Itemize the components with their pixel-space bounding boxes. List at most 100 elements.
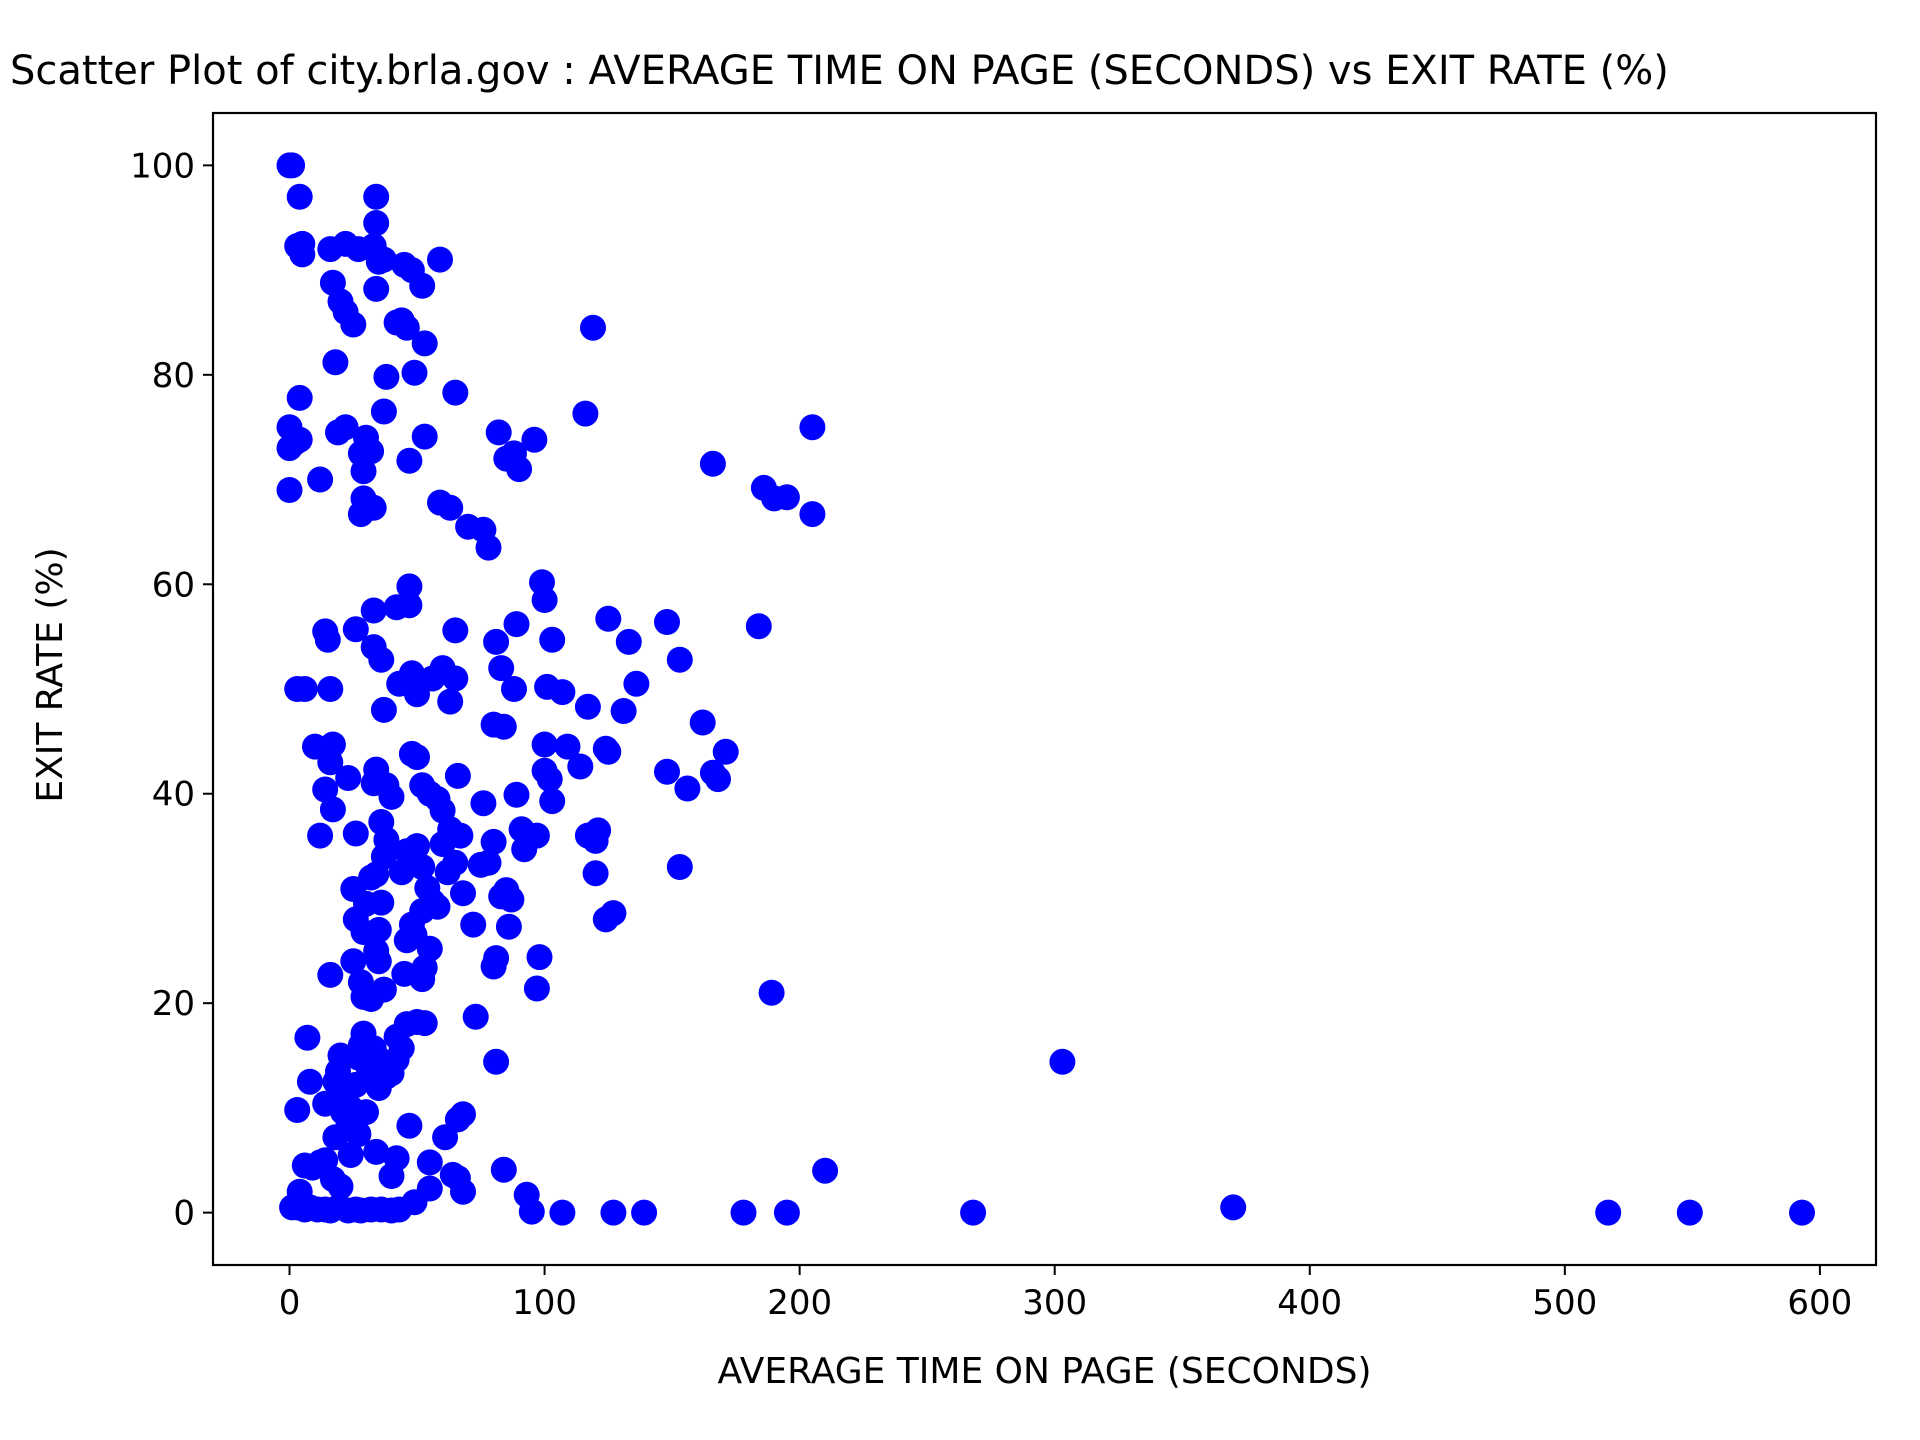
scatter-point — [521, 426, 548, 453]
scatter-point — [437, 494, 464, 521]
scatter-point — [450, 1178, 476, 1205]
scatter-point — [416, 1149, 443, 1176]
scatter-point — [340, 948, 367, 975]
scatter-point — [600, 1199, 627, 1226]
scatter-point — [363, 275, 390, 302]
scatter-point — [427, 246, 453, 273]
scatter-point — [531, 587, 558, 613]
scatter-point — [654, 758, 680, 785]
scatter-point — [1049, 1048, 1076, 1075]
scatter-point — [595, 738, 622, 765]
scatter-point — [483, 945, 510, 972]
scatter-point — [666, 646, 693, 673]
scatter-point — [572, 400, 599, 427]
scatter-point — [580, 314, 606, 341]
scatter-point — [370, 696, 397, 723]
y-tick-label: 20 — [152, 984, 195, 1024]
scatter-point — [495, 913, 522, 940]
scatter-point — [574, 693, 601, 720]
scatter-point — [585, 817, 612, 844]
scatter-point — [411, 1010, 438, 1037]
scatter-point — [404, 833, 430, 860]
scatter-point — [286, 183, 313, 210]
scatter-point — [378, 1163, 405, 1189]
scatter-point — [483, 1048, 510, 1075]
scatter-point — [391, 960, 418, 987]
scatter-point — [549, 679, 576, 706]
scatter-point — [307, 466, 334, 493]
scatter-point — [332, 414, 359, 441]
scatter-point — [393, 314, 420, 341]
scatter-point — [699, 450, 726, 477]
scatter-point — [526, 944, 553, 971]
x-tick-label: 0 — [279, 1283, 301, 1323]
x-tick-label: 300 — [1022, 1283, 1087, 1323]
scatter-point — [289, 241, 316, 268]
scatter-point — [363, 183, 390, 210]
scatter-point — [549, 1199, 576, 1226]
scatter-point — [363, 1138, 390, 1165]
scatter-point — [490, 1156, 517, 1183]
scatter-point — [490, 713, 517, 740]
scatter-point — [705, 766, 731, 793]
scatter-point — [396, 592, 423, 619]
scatter-point — [368, 646, 395, 673]
scatter-point — [279, 152, 306, 179]
scatter-point — [595, 605, 622, 632]
scatter-point — [378, 783, 405, 810]
y-axis-label: EXIT RATE (%) — [30, 547, 71, 802]
scatter-point — [666, 854, 693, 880]
scatter-point — [312, 776, 339, 803]
scatter-point — [475, 534, 502, 561]
scatter-point — [396, 1112, 423, 1139]
scatter-point — [317, 961, 344, 988]
scatter-point — [960, 1199, 987, 1226]
scatter-point — [674, 775, 701, 802]
scatter-point — [503, 781, 530, 808]
scatter-point — [531, 731, 558, 758]
x-tick-label: 600 — [1787, 1283, 1852, 1323]
scatter-point — [345, 1121, 372, 1148]
scatter-point — [539, 626, 566, 653]
scatter-point — [483, 628, 510, 655]
scatter-point — [337, 1142, 364, 1168]
scatter-point — [370, 246, 397, 273]
scatter-point — [450, 880, 476, 907]
scatter-point — [600, 900, 627, 927]
scatter-point — [437, 688, 464, 715]
scatter-point — [689, 709, 716, 736]
scatter-point — [554, 733, 581, 760]
scatter-point — [363, 861, 390, 888]
scatter-point — [712, 738, 739, 765]
scatter-point — [503, 611, 530, 638]
scatter-point — [745, 613, 772, 640]
scatter-point — [365, 916, 392, 943]
scatter-point — [610, 698, 637, 724]
scatter-point — [342, 820, 369, 847]
scatter-point — [758, 979, 785, 1006]
scatter-point — [388, 1035, 415, 1062]
scatter-point — [444, 762, 471, 789]
x-tick-label: 100 — [512, 1283, 577, 1323]
scatter-point — [460, 911, 487, 938]
scatter-point — [442, 849, 469, 876]
scatter-point — [523, 822, 550, 849]
scatter-point — [1220, 1194, 1247, 1221]
scatter-point — [462, 1003, 489, 1030]
y-tick-label: 100 — [130, 146, 195, 186]
scatter-point — [623, 670, 650, 697]
scatter-point — [450, 1101, 476, 1128]
scatter-point — [539, 788, 566, 815]
scatter-point — [317, 676, 344, 702]
scatter-point — [363, 210, 390, 236]
scatter-point — [799, 414, 826, 441]
scatter-point — [470, 790, 497, 817]
scatter-point — [409, 854, 436, 880]
x-axis-label: AVERAGE TIME ON PAGE (SECONDS) — [717, 1351, 1371, 1392]
scatter-point — [319, 731, 346, 758]
scatter-point — [488, 655, 515, 682]
scatter-point — [480, 828, 507, 855]
scatter-point — [409, 272, 436, 299]
scatter-point — [416, 1175, 443, 1202]
